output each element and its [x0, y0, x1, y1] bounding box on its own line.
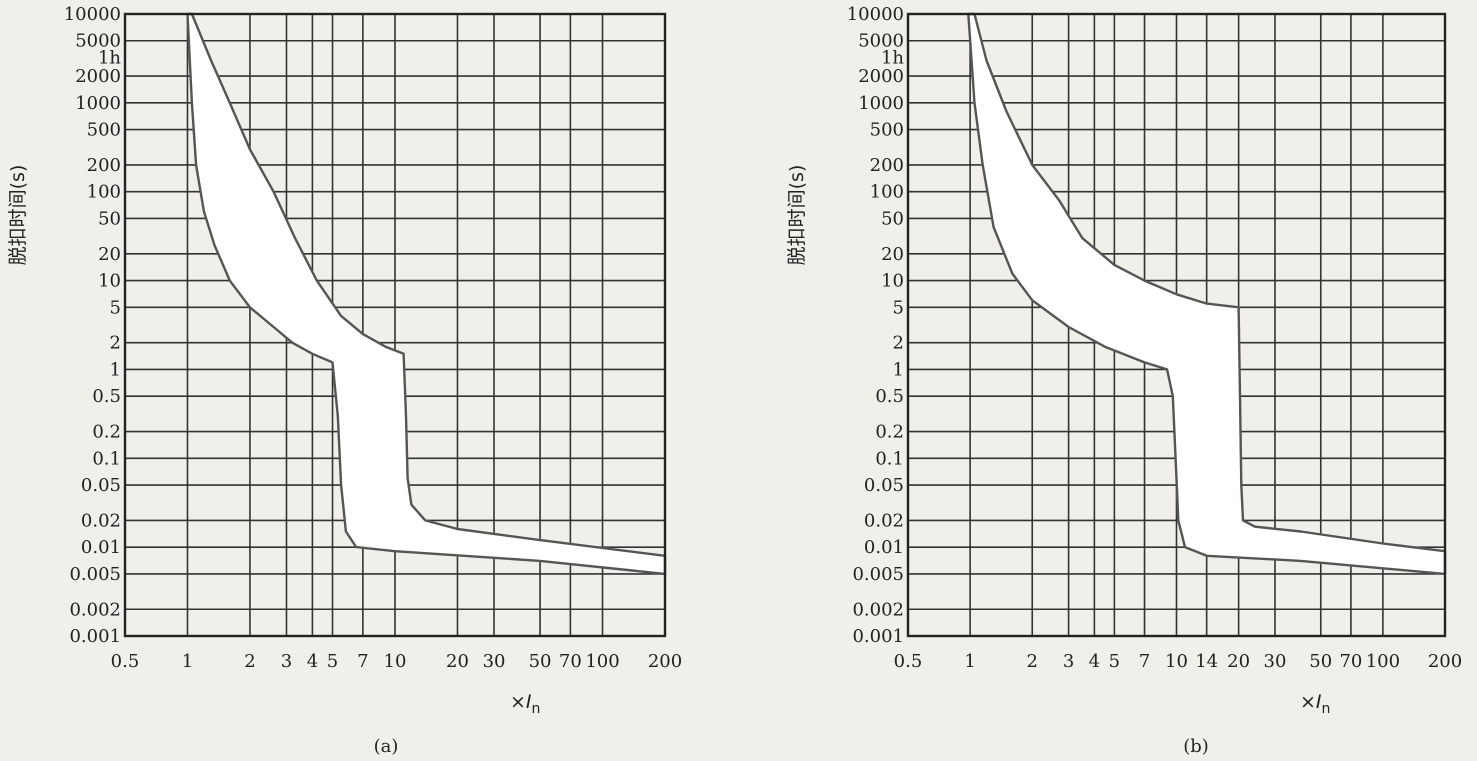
y-tick-label-a-2: 1h — [98, 47, 121, 68]
y-tick-label-a-19: 0.01 — [81, 537, 121, 558]
y-tick-label-b-15: 0.2 — [875, 422, 904, 443]
y-tick-label-a-4: 1000 — [75, 93, 121, 114]
y-tick-label-a-16: 0.1 — [92, 448, 121, 469]
x-tick-label-a-7: 10 — [384, 651, 407, 672]
x-tick-label-b-1: 1 — [964, 651, 975, 672]
y-tick-label-b-8: 50 — [881, 208, 904, 229]
x-tick-label-b-0: 0.5 — [894, 651, 923, 672]
y-tick-label-a-1: 5000 — [75, 31, 121, 52]
y-tick-label-b-16: 0.1 — [875, 448, 904, 469]
x-tick-label-b-6: 7 — [1139, 651, 1150, 672]
x-tick-label-b-5: 5 — [1109, 651, 1120, 672]
y-tick-label-b-19: 0.01 — [864, 537, 904, 558]
y-tick-label-b-14: 0.5 — [875, 386, 904, 407]
x-tick-label-a-6: 7 — [357, 651, 368, 672]
plot-frame-b — [906, 12, 1447, 638]
x-tick-label-b-9: 20 — [1227, 651, 1250, 672]
y-tick-label-b-7: 100 — [870, 182, 904, 203]
y-tick-label-a-15: 0.2 — [92, 422, 121, 443]
y-tick-label-b-22: 0.001 — [852, 626, 904, 647]
y-tick-label-b-20: 0.005 — [852, 564, 904, 585]
x-axis-label-sub-a: n — [532, 701, 541, 717]
plot-frame-a — [123, 12, 667, 638]
y-tick-label-a-10: 10 — [98, 271, 121, 292]
x-tick-labels-b: 0.5 1 2 3 4 5 7 10 14 20 30 50 70 100 200 — [894, 651, 1463, 672]
y-axis-label-a: 脱扣时间(s) — [7, 165, 29, 266]
y-tick-label-b-17: 0.05 — [864, 475, 904, 496]
panel-caption-a: (a) — [374, 736, 399, 757]
y-tick-label-a-17: 0.05 — [81, 475, 121, 496]
x-tick-label-a-4: 4 — [307, 651, 318, 672]
x-tick-label-a-3: 3 — [281, 651, 292, 672]
y-tick-label-a-8: 50 — [98, 208, 121, 229]
y-tick-label-b-0: 10000 — [847, 4, 904, 25]
x-tick-label-a-1: 1 — [182, 651, 193, 672]
x-tick-labels-a: 0.5 1 2 3 4 5 7 10 20 30 50 70 100 200 — [111, 651, 683, 672]
x-tick-label-a-10: 50 — [529, 651, 552, 672]
y-tick-label-b-4: 1000 — [858, 93, 904, 114]
y-tick-label-b-13: 1 — [893, 359, 904, 380]
y-tick-label-a-11: 5 — [110, 297, 121, 318]
x-tick-label-b-12: 70 — [1339, 651, 1362, 672]
y-tick-label-b-5: 500 — [870, 120, 904, 141]
x-tick-label-b-3: 3 — [1063, 651, 1074, 672]
y-tick-label-b-9: 20 — [881, 244, 904, 265]
x-axis-label-var-a: I — [526, 691, 532, 713]
x-tick-label-a-9: 30 — [483, 651, 506, 672]
x-tick-label-a-2: 2 — [244, 651, 255, 672]
x-axis-label-prefix-b: × — [1300, 691, 1316, 713]
x-tick-label-a-13: 200 — [648, 651, 682, 672]
y-tick-label-a-9: 20 — [98, 244, 121, 265]
chart-panel-a: 1000050001h200010005002001005020105210.5… — [7, 4, 682, 757]
y-tick-label-a-22: 0.001 — [69, 626, 121, 647]
y-tick-label-a-21: 0.002 — [69, 599, 121, 620]
trip-band-a — [186, 12, 667, 576]
panel-caption-b: (b) — [1183, 736, 1209, 757]
y-tick-label-a-18: 0.02 — [81, 510, 121, 531]
x-tick-label-b-4: 4 — [1089, 651, 1100, 672]
y-tick-label-b-1: 5000 — [858, 31, 904, 52]
x-tick-label-b-13: 100 — [1366, 651, 1400, 672]
y-tick-label-a-5: 500 — [87, 120, 121, 141]
x-tick-label-b-8: 14 — [1195, 651, 1218, 672]
x-axis-label-b: ×In — [1300, 691, 1330, 717]
x-tick-label-a-8: 20 — [446, 651, 469, 672]
y-tick-label-b-10: 10 — [881, 271, 904, 292]
y-tick-label-b-21: 0.002 — [852, 599, 904, 620]
y-tick-label-b-12: 2 — [893, 333, 904, 354]
y-tick-label-a-0: 10000 — [64, 4, 121, 25]
y-tick-label-b-2: 1h — [881, 47, 904, 68]
y-tick-label-a-14: 0.5 — [92, 386, 121, 407]
y-tick-label-b-6: 200 — [870, 155, 904, 176]
x-tick-label-a-5: 5 — [327, 651, 338, 672]
y-tick-label-a-7: 100 — [87, 182, 121, 203]
x-tick-label-b-2: 2 — [1027, 651, 1038, 672]
x-tick-label-a-11: 70 — [559, 651, 582, 672]
x-tick-label-b-7: 10 — [1165, 651, 1188, 672]
y-tick-label-a-6: 200 — [87, 155, 121, 176]
x-axis-label-a: ×In — [510, 691, 540, 717]
x-tick-label-b-14: 200 — [1428, 651, 1462, 672]
y-axis-label-b: 脱扣时间(s) — [786, 165, 808, 266]
y-tick-label-a-12: 2 — [110, 333, 121, 354]
x-tick-label-a-12: 100 — [585, 651, 619, 672]
y-tick-label-b-11: 5 — [893, 297, 904, 318]
y-tick-label-a-13: 1 — [110, 359, 121, 380]
y-tick-label-b-18: 0.02 — [864, 510, 904, 531]
y-tick-label-a-3: 2000 — [75, 66, 121, 87]
x-axis-label-sub-b: n — [1322, 701, 1331, 717]
x-tick-label-a-0: 0.5 — [111, 651, 140, 672]
chart-panel-b: 1000050001h200010005002001005020105210.5… — [786, 4, 1462, 757]
x-axis-label-var-b: I — [1316, 691, 1322, 713]
x-tick-label-b-11: 50 — [1309, 651, 1332, 672]
y-tick-label-b-3: 2000 — [858, 66, 904, 87]
x-axis-label-prefix-a: × — [510, 691, 526, 713]
y-tick-label-a-20: 0.005 — [69, 564, 121, 585]
x-tick-label-b-10: 30 — [1264, 651, 1287, 672]
